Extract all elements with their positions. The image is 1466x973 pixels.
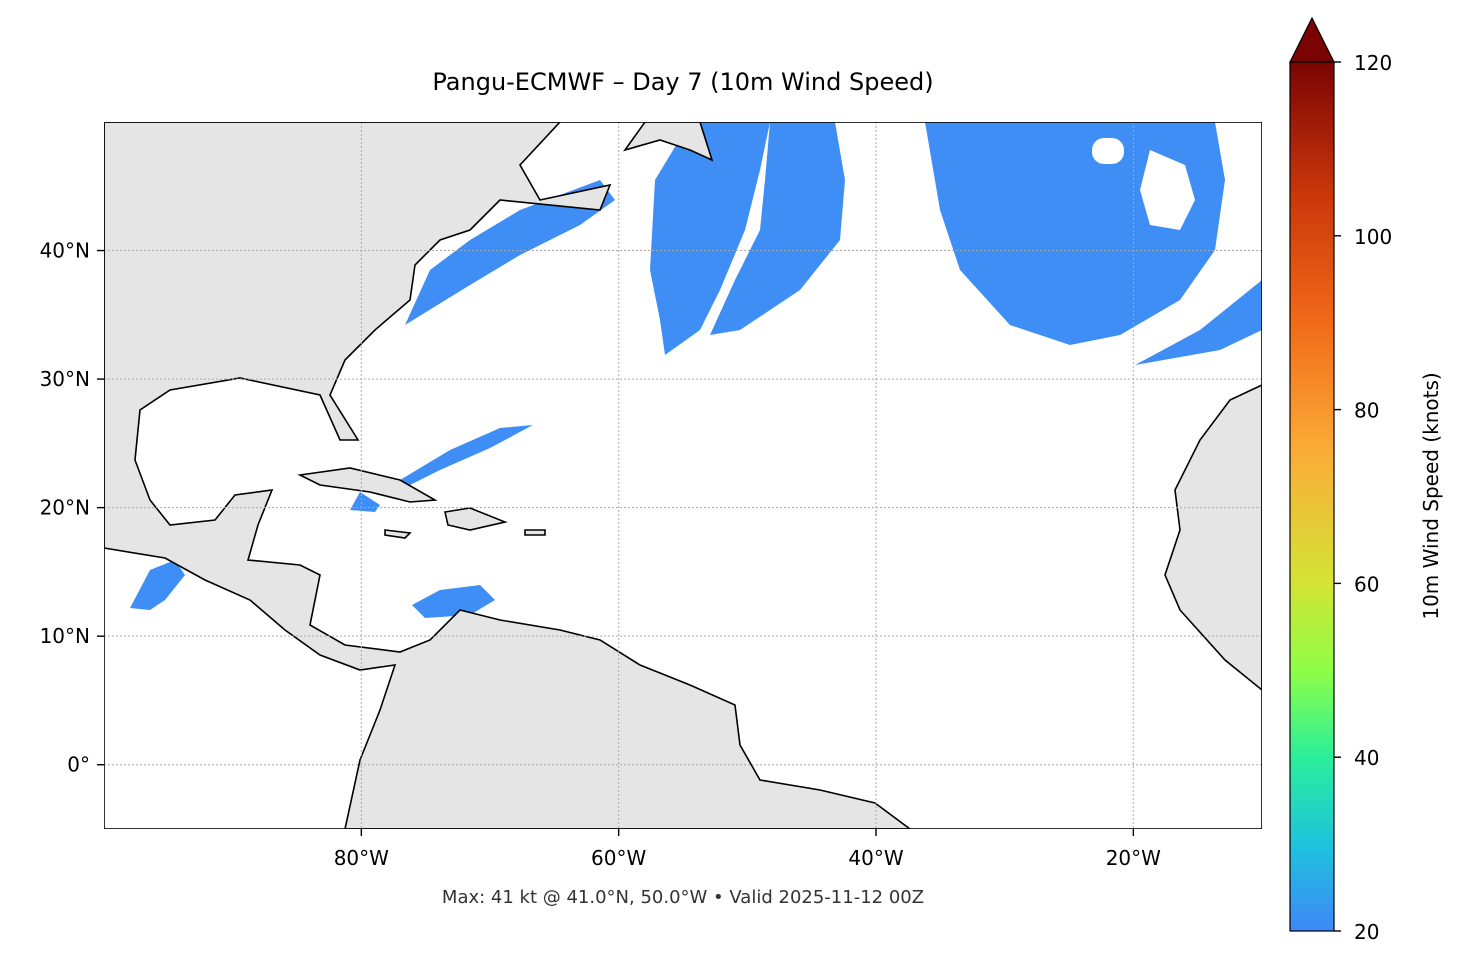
- jamaica: [384, 529, 412, 539]
- annotation: Max: 41 kt @ 41.0°N, 50.0°W • Valid 2025…: [442, 887, 924, 908]
- y-tick-label: 30°N: [40, 367, 90, 391]
- wind-field: [130, 122, 1262, 618]
- wind-area: [650, 122, 770, 355]
- colorbar: 10m Wind Speed (knots) 20 40 60 80 100 120: [1289, 16, 1443, 944]
- colorbar-tick-label: 100: [1354, 225, 1392, 249]
- colorbar-tick-label: 20: [1354, 920, 1379, 944]
- x-tick-label: 20°W: [1106, 846, 1161, 870]
- colorbar-tick-label: 40: [1354, 746, 1379, 770]
- wind-gap: [1140, 150, 1195, 230]
- y-tick-label: 40°N: [40, 239, 90, 263]
- colorbar-body: [1289, 61, 1335, 932]
- wind-area: [710, 122, 845, 335]
- cuba: [297, 467, 438, 503]
- x-tick-label: 40°W: [848, 846, 903, 870]
- x-tick-label: 60°W: [591, 846, 646, 870]
- y-tick-label: 20°N: [40, 496, 90, 520]
- chart-title: Pangu-ECMWF – Day 7 (10m Wind Speed): [432, 68, 933, 96]
- wind-area: [350, 492, 380, 512]
- y-tick-label: 10°N: [40, 624, 90, 648]
- colorbar-tick-label: 80: [1354, 399, 1379, 423]
- wind-area: [130, 560, 185, 610]
- newfoundland: [623, 122, 714, 162]
- americas: [104, 122, 912, 829]
- wind-area: [400, 425, 533, 485]
- map: [104, 122, 1262, 829]
- colorbar-tick-label: 120: [1354, 51, 1392, 75]
- wind-area: [405, 180, 615, 325]
- colorbar-label: 10m Wind Speed (knots): [1419, 372, 1443, 619]
- hispaniola: [444, 507, 508, 531]
- y-tick-label: 0°: [67, 753, 90, 777]
- wind-area: [1135, 280, 1262, 365]
- wind-gap: [1092, 138, 1124, 164]
- wind-area: [412, 585, 495, 618]
- colorbar-extension: [1289, 16, 1335, 63]
- puerto-rico: [524, 529, 546, 536]
- land: [104, 122, 1262, 829]
- x-tick-label: 80°W: [334, 846, 389, 870]
- colorbar-tick-label: 60: [1354, 572, 1379, 596]
- africa: [1164, 384, 1262, 692]
